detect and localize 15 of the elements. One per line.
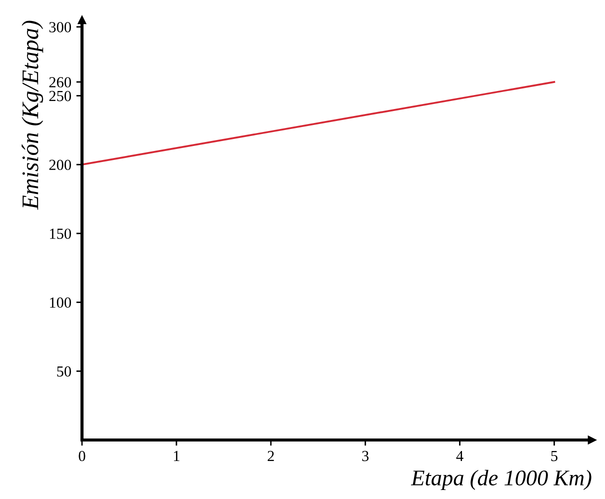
x-tick-label: 0	[78, 450, 86, 462]
y-tick-label: 150	[50, 228, 71, 239]
y-tick-label: 250	[49, 90, 71, 102]
y-tick-label: 100	[50, 297, 71, 308]
y-tick-label: 200	[49, 160, 71, 170]
x-tick-label: 5	[551, 451, 558, 462]
y-tick-label: 50	[57, 366, 71, 377]
x-tick-label: 4	[456, 450, 464, 462]
x-tick-label: 1	[174, 450, 180, 462]
y-axis-title: Emisión (Kg/Etapa)	[22, 20, 44, 210]
x-tick-label: 2	[268, 450, 274, 462]
y-tick-label: 300	[49, 22, 71, 32]
x-axis-title: Etapa (de 1000 Km)	[410, 470, 592, 490]
y-tick-label: 260	[49, 77, 71, 88]
x-tick-label: 3	[362, 450, 369, 462]
